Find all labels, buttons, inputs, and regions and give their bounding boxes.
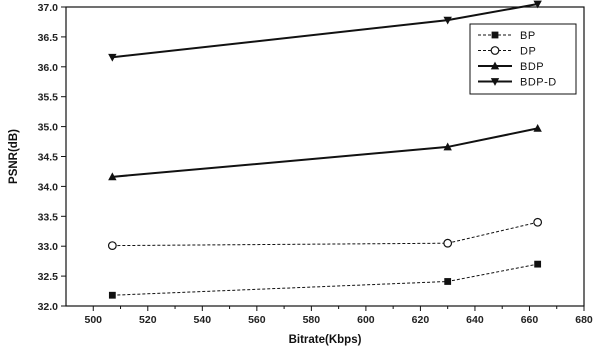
y-tick-label: 36.0 (38, 62, 59, 74)
data-point-dp (107, 241, 117, 251)
x-tick-label: 560 (248, 314, 266, 326)
y-tick-label: 35.5 (38, 92, 59, 104)
legend-label-bdp-d: BDP-D (520, 77, 557, 89)
data-point-bp (108, 291, 116, 299)
x-tick-label: 540 (194, 314, 212, 326)
legend-label-bdp: BDP (520, 61, 544, 73)
y-tick-label: 33.0 (38, 241, 59, 253)
y-tick-label: 34.0 (38, 181, 59, 193)
x-tick-label: 680 (575, 314, 593, 326)
legend-marker-bdp (490, 61, 500, 70)
data-point-dp (443, 238, 453, 248)
legend-label-dp: DP (520, 46, 536, 58)
x-tick-label: 620 (412, 314, 430, 326)
x-tick-label: 640 (466, 314, 484, 326)
y-tick-label: 36.5 (38, 32, 59, 44)
legend-marker-bdp-d (490, 78, 500, 86)
y-tick-label: 35.0 (38, 122, 59, 134)
series-bdp (108, 123, 542, 181)
x-tick-label: 500 (84, 314, 102, 326)
y-tick-label: 32.5 (38, 271, 59, 283)
x-axis-label: Bitrate(Kbps) (289, 334, 362, 346)
series-line-bdp (112, 127, 538, 178)
legend-marker-dp (490, 46, 500, 55)
y-axis-label: PSNR(dB) (8, 129, 20, 184)
data-point-bdp-d (533, 0, 542, 9)
data-point-bdp-d (443, 16, 452, 25)
ticks-layer: 500 520 540 560 580 600 620 640 660 680 32.0 32.5 33… (38, 2, 593, 326)
series-line-dp (112, 221, 538, 247)
series-line-bp (112, 263, 538, 296)
data-point-bp (444, 278, 452, 285)
legend-label-bp: BP (520, 30, 536, 42)
series-bdp-d (108, 0, 542, 62)
series-layer (107, 0, 543, 299)
y-tick-label: 33.5 (38, 211, 59, 223)
x-tick-label: 520 (139, 314, 157, 326)
y-tick-label: 37.0 (38, 2, 59, 14)
data-point-bp (534, 260, 542, 268)
data-point-bdp (108, 172, 117, 181)
x-tick-label: 600 (357, 314, 375, 326)
series-dp (107, 217, 543, 251)
y-tick-label: 32.0 (38, 301, 59, 313)
data-point-bdp (443, 142, 452, 151)
legend: BP DP BDP BDP-D (469, 23, 577, 95)
data-point-bdp (533, 123, 542, 132)
y-tick-label: 34.5 (38, 152, 59, 164)
data-point-bdp-d (108, 53, 117, 62)
series-bp (108, 260, 542, 299)
x-tick-label: 660 (521, 314, 539, 326)
x-tick-label: 580 (303, 314, 321, 326)
legend-marker-bp (491, 31, 499, 39)
data-point-dp (533, 217, 543, 227)
